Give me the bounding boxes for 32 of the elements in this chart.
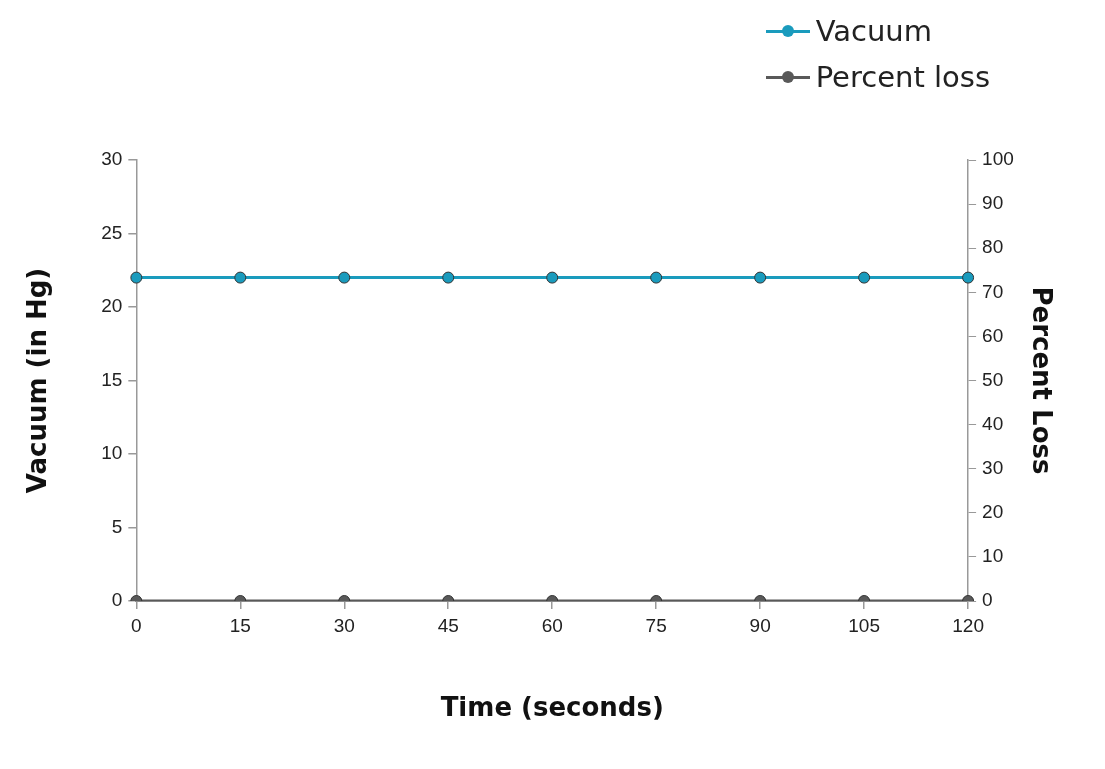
x-tick-label: 75 — [645, 614, 667, 636]
y-tick-label: 5 — [111, 515, 123, 537]
x-tick-label: 90 — [749, 614, 771, 636]
y2-tick-label: 50 — [982, 368, 1004, 390]
y2-tick-label: 100 — [982, 148, 1014, 170]
y-tick-label: 0 — [111, 589, 123, 611]
y2-tick-label: 90 — [982, 192, 1004, 214]
y-tick-label: 10 — [101, 442, 123, 464]
y2-tick-label: 20 — [982, 501, 1004, 523]
y-tick-label: 30 — [101, 148, 123, 170]
x-tick-label: 45 — [437, 614, 459, 636]
x-axis-title: Time (seconds) — [440, 692, 664, 723]
y2-tick-label: 70 — [982, 280, 1004, 302]
y-axis-title: Vacuum (in Hg) — [22, 267, 53, 494]
y2-axis-title: Percent Loss — [1026, 286, 1057, 475]
y2-tick-label: 10 — [982, 545, 1004, 567]
y2-tick-label: 0 — [982, 589, 993, 611]
y-tick-label: 15 — [101, 368, 123, 390]
x-tick-label: 15 — [229, 614, 251, 636]
x-tick-label: 0 — [131, 614, 142, 636]
y2-tick-label: 80 — [982, 236, 1004, 258]
x-tick-label: 120 — [952, 614, 984, 636]
y2-tick-label: 30 — [982, 456, 1004, 478]
y2-tick-label: 60 — [982, 324, 1004, 346]
legend-label: Vacuum — [815, 14, 932, 48]
y-tick-label: 20 — [101, 295, 123, 317]
legend-label: Percent loss — [815, 60, 990, 94]
x-tick-label: 60 — [541, 614, 563, 636]
y-tick-label: 25 — [101, 221, 123, 243]
y2-tick-label: 40 — [982, 412, 1004, 434]
x-tick-label: 105 — [848, 614, 880, 636]
x-tick-label: 30 — [333, 614, 355, 636]
